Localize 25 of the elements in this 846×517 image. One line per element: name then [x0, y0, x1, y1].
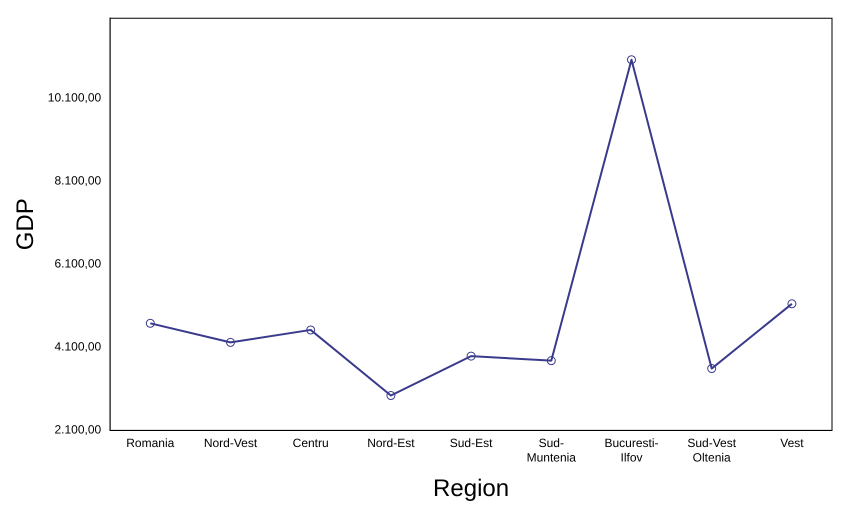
point — [146, 318, 155, 328]
point — [306, 325, 316, 334]
point — [386, 391, 396, 400]
y-tick-label: 10.100,00 — [48, 90, 102, 105]
x-tick-label: Centru — [292, 436, 329, 450]
y-tick-label: 4.100,00 — [54, 340, 102, 354]
x-tick-label: Sud-Est — [450, 436, 494, 450]
x-tick-label: Sud-Muntenia — [526, 436, 576, 464]
y-axis-title: GDP — [12, 198, 40, 250]
point — [466, 352, 476, 361]
x-tick-label: Sud-Vest Oltenia — [687, 436, 737, 464]
y-tick-label: 2.100,00 — [54, 422, 102, 437]
x-axis-title: Region — [433, 475, 510, 502]
x-tick-label: Nord-Est — [367, 436, 416, 450]
point — [707, 364, 716, 374]
point — [546, 356, 556, 366]
point — [226, 338, 235, 347]
y-tick-label: 8.100,00 — [54, 174, 102, 188]
x-tick-label: Romania — [126, 436, 175, 450]
x-tick-label: Bucuresti-Ilfov — [604, 436, 659, 464]
x-tick-label: Vest — [780, 436, 804, 450]
point — [787, 299, 796, 308]
y-tick-label: 6.100,00 — [54, 256, 102, 271]
point — [626, 55, 636, 64]
x-tick-label: Nord-Vest — [204, 436, 258, 450]
